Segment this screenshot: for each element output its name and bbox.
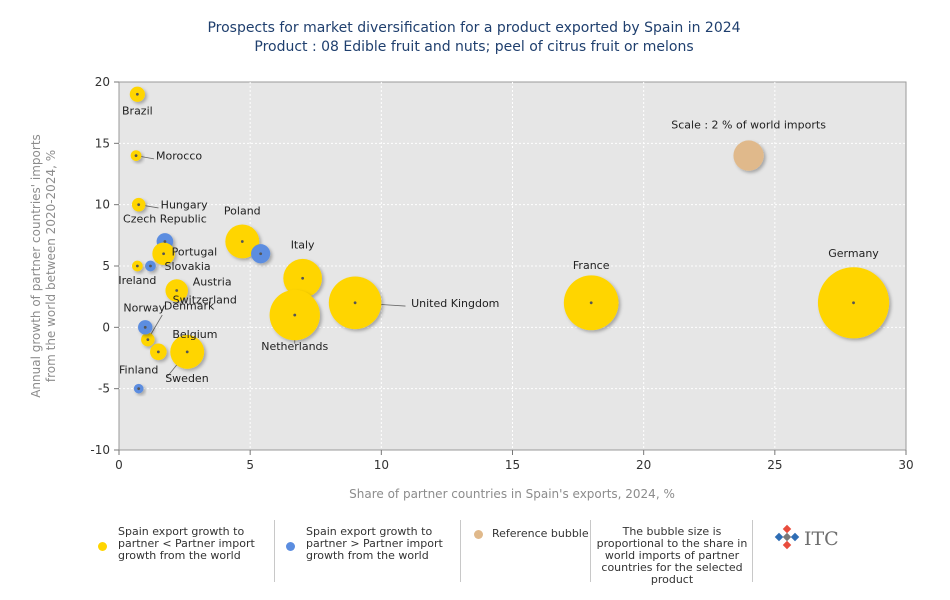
x-tick-label: 25 — [767, 458, 782, 472]
label-germany: Germany — [828, 247, 879, 260]
bubble-center-poland — [240, 240, 244, 243]
legend-item-above-text: Spain export growth to partner > Partner… — [306, 525, 443, 562]
y-tick-label: 0 — [102, 320, 110, 334]
bubble-center-switzerland — [259, 252, 263, 256]
y-tick-label: -5 — [98, 382, 110, 396]
chart-subtitle: Product : 08 Edible fruit and nuts; peel… — [254, 39, 693, 55]
label-norway: Norway — [123, 301, 165, 314]
bubble-center-morocco — [134, 154, 138, 158]
bubble-center-portugal — [162, 252, 165, 256]
x-tick-label: 5 — [246, 458, 254, 472]
bubble-center-netherlands — [293, 313, 297, 317]
x-axis-label: Share of partner countries in Spain's ex… — [349, 487, 675, 501]
legend: Spain export growth to partner < Partner… — [88, 518, 848, 586]
label-finland: Finland — [119, 364, 158, 377]
bubble-center-belgium — [156, 350, 160, 354]
label-czech-republic: Czech Republic — [123, 212, 207, 225]
legend-size-note-text: The bubble size is proportional to the s… — [596, 525, 748, 586]
label-italy: Italy — [291, 238, 315, 251]
bubble-center-sweden — [185, 350, 189, 354]
itc-logo-text: ITC — [804, 528, 839, 550]
bubble-center-austria — [175, 289, 179, 292]
y-tick-label: 5 — [102, 259, 110, 273]
label-ireland: Ireland — [118, 274, 156, 287]
bubble-center-brazil — [135, 92, 139, 96]
y-tick-label: 20 — [95, 75, 110, 89]
label-austria: Austria — [193, 276, 232, 289]
reference-bubble — [733, 140, 764, 171]
reference-bubble-label: Scale : 2 % of world imports — [671, 119, 826, 132]
label-switzerland: Switzerland — [173, 294, 237, 307]
legend-divider — [460, 520, 461, 582]
bubble-center-finland — [137, 387, 141, 391]
x-tick-label: 15 — [505, 458, 520, 472]
bubble-center-hungary — [137, 203, 141, 207]
x-tick-label: 0 — [115, 458, 123, 472]
label-netherlands: Netherlands — [261, 340, 328, 353]
bubble-center-united-kingdom — [353, 301, 357, 305]
bubble-center-italy — [301, 276, 305, 280]
chart-title: Prospects for market diversification for… — [207, 20, 740, 36]
x-tick-label: 10 — [374, 458, 389, 472]
label-morocco: Morocco — [156, 150, 202, 163]
bubble-center-ireland — [135, 264, 139, 268]
legend-yellow-dot — [98, 542, 107, 551]
legend-item-reference: Reference bubble — [461, 518, 591, 582]
legend-item-above: Spain export growth to partner > Partner… — [275, 518, 461, 582]
bubble-center-denmark — [146, 338, 150, 341]
x-tick-label: 20 — [636, 458, 651, 472]
label-slovakia: Slovakia — [164, 260, 210, 273]
y-axis-label-line1: Annual growth of partner countries' impo… — [29, 134, 43, 398]
bubble-center-norway — [143, 325, 147, 329]
y-axis-label-line2: from the world between 2020-2024, % — [44, 150, 58, 382]
itc-logo: ITC — [772, 522, 852, 558]
label-brazil: Brazil — [122, 104, 153, 117]
y-tick-label: -10 — [90, 443, 110, 457]
bubble-center-czech-republic — [163, 240, 167, 243]
bubble-center-france — [589, 301, 593, 305]
x-tick-label: 30 — [898, 458, 913, 472]
legend-blue-dot — [286, 542, 295, 551]
label-portugal: Portugal — [172, 246, 218, 259]
y-tick-label: 10 — [95, 198, 110, 212]
grid — [119, 82, 906, 450]
label-france: France — [573, 259, 610, 272]
legend-item-below-text: Spain export growth to partner < Partner… — [118, 525, 255, 562]
bubble-center-germany — [852, 301, 855, 305]
label-poland: Poland — [224, 204, 261, 217]
axis-ticks: 0 5 10 15 20 25 30 -10 -5 0 5 10 15 20 — [90, 75, 913, 472]
y-tick-label: 15 — [95, 136, 110, 150]
legend-item-reference-text: Reference bubble — [492, 527, 589, 540]
legend-item-below: Spain export growth to partner < Partner… — [88, 518, 274, 582]
legend-divider — [752, 520, 753, 582]
label-sweden: Sweden — [165, 372, 208, 385]
legend-size-note: The bubble size is proportional to the s… — [591, 518, 753, 586]
itc-logo-mark-icon — [774, 524, 800, 550]
label-united-kingdom: United Kingdom — [411, 297, 499, 310]
legend-divider — [590, 520, 591, 582]
bubble-center-slovakia — [149, 264, 152, 268]
label-denmark: Denmark — [164, 300, 215, 313]
legend-reference-dot — [474, 530, 483, 539]
label-hungary: Hungary — [161, 199, 208, 212]
label-belgium: Belgium — [172, 328, 217, 341]
legend-divider — [274, 520, 275, 582]
